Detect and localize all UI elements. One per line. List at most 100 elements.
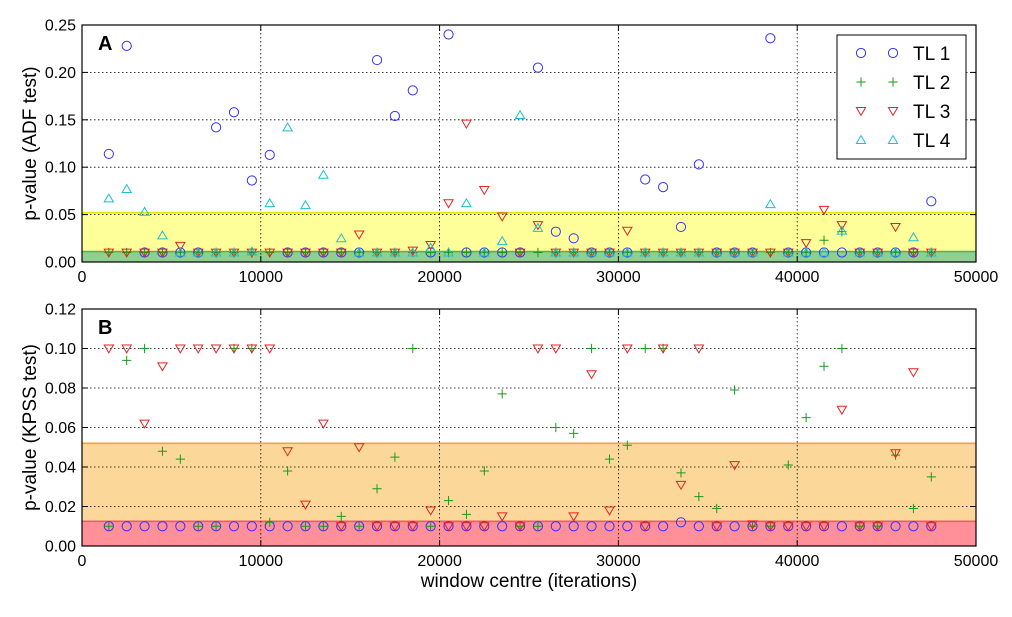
tl-4-point <box>103 193 115 203</box>
tl-1-point <box>175 521 186 532</box>
tl-4-point <box>836 225 848 235</box>
tl-1-point <box>908 521 919 532</box>
panel-a-ylabel: p-value (ADF test) <box>20 66 41 220</box>
tl-4-point <box>925 247 937 257</box>
tl-3-point <box>639 522 651 532</box>
tl-1-point <box>729 521 740 532</box>
x-tick-label: 30000 <box>596 269 641 286</box>
tl-3-point <box>890 449 902 459</box>
tl-2-point <box>265 517 275 527</box>
y-tick-label: 0.25 <box>45 18 76 35</box>
tl-1-point <box>246 521 257 532</box>
tl-1-point <box>211 122 222 133</box>
tl-4-point <box>747 247 758 257</box>
y-tick-label: 0.02 <box>45 499 76 516</box>
tl-1-point <box>693 159 704 170</box>
tl-2-point <box>676 468 686 478</box>
tl-4-point <box>532 222 544 232</box>
tl-1-point <box>890 521 901 532</box>
tl-3-point <box>443 199 455 209</box>
tl-3-point <box>764 522 776 532</box>
panel-b-letter: B <box>98 317 112 339</box>
tl-3-point <box>478 186 490 196</box>
tl-2-point <box>819 235 829 245</box>
tl-3-point <box>907 248 919 258</box>
x-tick-label: 0 <box>78 553 87 570</box>
tl-4-point <box>496 235 508 246</box>
tl-4-point <box>568 247 580 257</box>
tl-1-point <box>157 521 168 532</box>
tl-4-point <box>264 197 276 208</box>
panel-a-markers <box>103 29 937 258</box>
tl-1-point <box>658 521 669 532</box>
x-tick-label: 50000 <box>954 269 999 286</box>
tl-1-point <box>550 521 561 532</box>
x-tick-label: 40000 <box>775 553 820 570</box>
x-tick-label: 0 <box>78 269 87 286</box>
tl-3-point <box>317 419 329 429</box>
tl-3-point <box>353 443 365 453</box>
tl-2-point <box>497 389 507 399</box>
tl-1-point <box>675 517 687 528</box>
y-tick-label: 0.20 <box>45 65 76 82</box>
tl-3-point <box>925 522 937 532</box>
tl-3-point <box>371 522 383 532</box>
tl-3-point <box>836 405 848 416</box>
tl-3-point <box>246 344 258 354</box>
tl-2-point <box>157 446 168 456</box>
tl-3-point <box>568 512 580 522</box>
tl-1-point <box>550 226 561 237</box>
panel-a-ticks: 0 10000 20000 30000 40000 50000 0.00 0.05 0.10 0.… <box>45 18 998 287</box>
tl-1-point <box>121 40 132 51</box>
tl-2-point <box>783 460 793 470</box>
x-tick-label: 20000 <box>417 553 462 570</box>
tl-1-point <box>443 29 454 40</box>
tl-4-point <box>192 247 204 257</box>
legend-marker-tl-1 <box>887 47 899 59</box>
tl-1-point <box>675 221 687 233</box>
tl-4-point <box>300 199 311 210</box>
legend-marker-tl-2 <box>888 77 898 87</box>
tl-3-point <box>103 344 115 354</box>
x-tick-label: 20000 <box>417 269 462 286</box>
tl-1-point <box>622 521 633 532</box>
tl-3-point <box>496 512 508 522</box>
tl-4-point <box>443 247 455 257</box>
tl-3-point <box>139 419 151 429</box>
tl-2-point <box>443 495 454 506</box>
y-tick-label: 0.00 <box>45 539 76 556</box>
tl-3-point <box>103 248 115 258</box>
tl-3-point <box>907 368 919 378</box>
tl-4-point <box>550 247 562 257</box>
tl-4-point <box>729 247 741 257</box>
tl-2-point <box>193 521 203 531</box>
tl-3-point <box>532 344 544 354</box>
tl-2-point <box>211 521 221 531</box>
tl-3-point <box>139 248 151 258</box>
y-tick-label: 0.15 <box>45 112 76 129</box>
y-tick-label: 0.08 <box>45 381 76 398</box>
tl-3-point <box>890 222 902 233</box>
tl-1-point <box>139 521 150 532</box>
tl-1-point <box>371 54 383 66</box>
tl-4-point <box>371 247 383 257</box>
tl-2-point <box>390 452 400 462</box>
tl-1-point <box>586 521 597 532</box>
tl-4-point <box>586 247 598 257</box>
tl-3-point <box>621 344 633 354</box>
tl-1-point <box>103 148 114 160</box>
tl-2-point <box>104 521 114 531</box>
tl-2-point <box>426 521 436 531</box>
tl-2-point <box>479 466 489 476</box>
panel-b-xlabel: window centre (iterations) <box>420 571 637 592</box>
legend-box <box>836 34 967 160</box>
tl-4-point <box>121 183 133 193</box>
tl-1-point <box>121 521 132 532</box>
tl-2-point <box>712 503 722 514</box>
tl-4-point <box>156 230 168 240</box>
tl-1-point <box>282 521 293 532</box>
y-tick-label: 0.10 <box>45 341 76 358</box>
tl-3-point <box>603 506 615 516</box>
tl-1-point <box>532 62 544 73</box>
tl-3-point <box>121 248 133 258</box>
